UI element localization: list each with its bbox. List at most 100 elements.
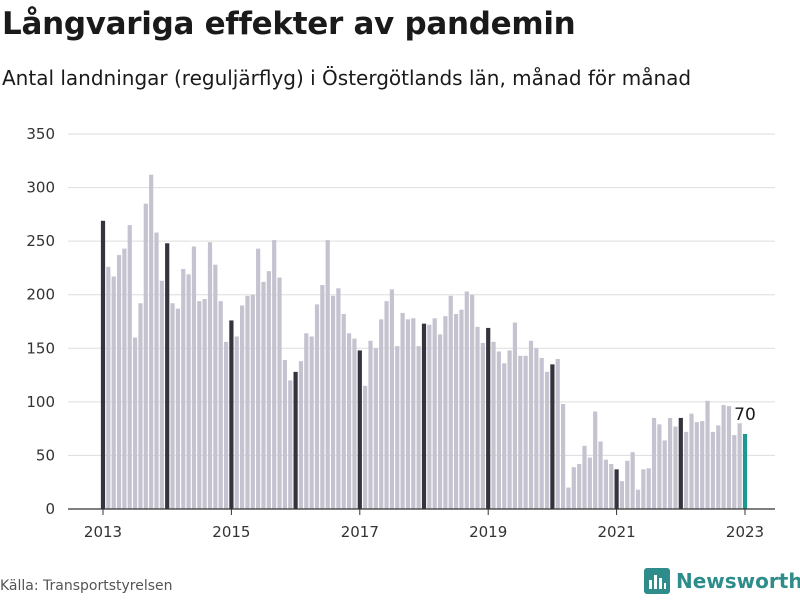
bar [427,324,432,509]
y-tick-label: 250 [26,232,55,250]
bar [116,255,122,509]
bar [443,316,448,509]
bar [352,338,357,509]
bar [400,312,405,509]
bar [405,319,411,509]
bar [486,327,491,509]
bar [587,457,592,509]
bar [742,434,748,509]
bar [138,303,143,509]
bar [341,314,346,509]
bar [368,340,373,509]
bar [480,342,485,509]
bar [534,348,539,509]
chart-title: Långvariga effekter av pandemin [2,6,576,42]
bar [689,413,694,509]
bar [737,423,742,509]
bar [678,417,683,509]
bar [363,385,368,509]
bar [603,459,608,509]
bar [566,487,571,509]
bar [100,220,106,510]
bar [694,422,699,509]
bar [673,426,678,509]
bar [619,481,625,509]
bar [662,440,667,509]
bar [309,336,314,509]
bar [111,276,116,509]
bar [330,295,336,509]
bar [373,348,378,509]
bar [298,361,304,509]
bar [320,285,325,509]
bar [357,350,362,509]
bar [314,304,320,509]
bar [325,240,330,509]
bar [448,295,453,509]
bar [475,326,480,509]
bar [544,371,550,509]
x-tick-label: 2017 [341,523,379,541]
bar [582,445,587,509]
y-tick-label: 100 [26,393,55,411]
bar [416,346,421,509]
bar [170,303,175,509]
bar [384,301,389,509]
bar [732,435,737,509]
bar [437,334,443,509]
bar [528,340,534,509]
source-note: Källa: Transportstyrelsen [0,578,173,594]
bar [721,405,726,509]
bar [561,404,566,509]
bar [304,333,309,509]
bar [159,280,164,509]
bar [657,424,662,509]
bar [389,289,394,509]
bar [207,242,213,509]
bar [379,319,384,509]
bar [651,417,657,509]
bar [555,359,560,509]
bar [635,489,641,509]
bar [127,225,132,509]
bar [122,248,127,509]
bar [106,266,111,509]
bar [133,337,138,509]
bar [507,350,512,509]
bar [470,294,475,509]
x-tick-label: 2023 [726,523,764,541]
bar [165,243,170,510]
bar [523,355,528,509]
bar [512,322,518,509]
bar [293,371,298,509]
bar [641,469,646,509]
bar [668,417,673,509]
bar [256,248,261,509]
bar [223,341,229,509]
bar [684,431,689,509]
bar [502,363,507,509]
bar [716,425,721,509]
bar [614,469,619,509]
bar [700,421,705,509]
bar [202,299,207,509]
bar [186,274,191,509]
bar [539,357,544,509]
y-tick-label: 200 [26,286,55,304]
bar [218,301,223,509]
bar [197,301,202,509]
bar [266,271,271,509]
bar [143,203,148,509]
x-tick-label: 2019 [469,523,507,541]
latest-value-label: 70 [734,405,756,425]
bar [421,323,427,509]
bar [491,341,496,509]
bar [336,288,341,509]
bar [288,380,293,509]
bar [250,294,255,509]
y-tick-label: 50 [36,446,55,464]
bar [625,460,630,509]
bar [411,318,416,509]
bar [550,364,555,509]
bar [175,308,180,509]
